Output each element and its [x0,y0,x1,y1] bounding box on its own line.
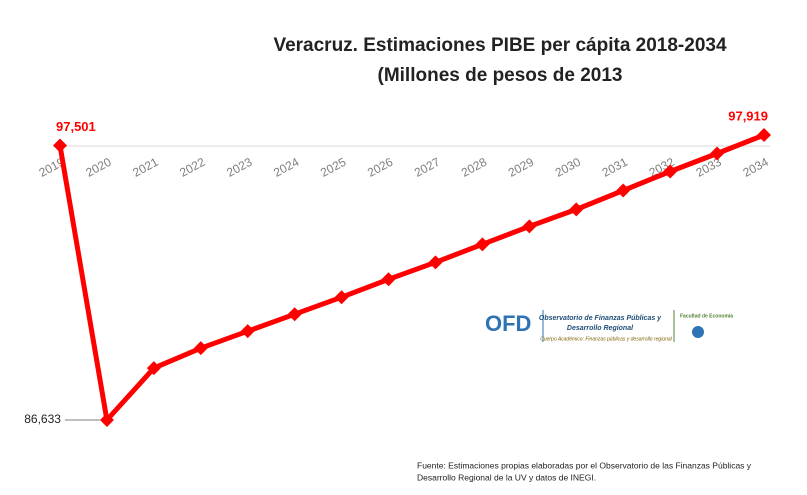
data-label: 86,633 [24,412,61,426]
x-tick-label: 2026 [365,155,395,180]
marker [616,183,631,198]
x-tick-label: 2031 [600,155,630,180]
x-tick-label: 2021 [130,155,160,180]
logo-icon [692,326,704,338]
x-tick-label: 2025 [318,155,348,180]
marker [663,164,678,179]
x-tick-label: 2020 [83,155,113,180]
marker [381,272,396,287]
chart-subtitle: (Millones de pesos de 2013 [378,65,623,86]
x-tick-label: 2027 [412,155,442,180]
marker [428,255,443,270]
marker [240,324,255,339]
marker [287,307,302,322]
x-tick-label: 2028 [459,155,489,180]
source-note: Desarrollo Regional de la UV y datos de … [417,472,596,482]
chart-title: Veracruz. Estimaciones PIBE per cápita 2… [273,35,727,56]
marker [99,413,114,427]
x-tick-label: 2022 [177,155,207,180]
marker [569,202,584,217]
x-tick-label: 2034 [741,155,771,180]
data-line [57,132,765,423]
source-note: Fuente: Estimaciones propias elaboradas … [417,460,752,470]
logo-group: Cuerpo Académico: Finanzas públicas y de… [540,336,672,342]
x-tick-label: 2029 [506,155,536,180]
logo: OFD Observatorio de Finanzas Públicas y … [485,310,733,342]
marker [522,219,537,234]
logo-name: Observatorio de Finanzas Públicas y [539,315,662,322]
logo-faculty: Facultad de Economía [680,313,733,319]
marker [710,146,725,161]
x-tick-label: 2023 [224,155,254,180]
x-tick-label: 2030 [553,155,583,180]
marker [53,138,67,153]
logo-name: Desarrollo Regional [567,325,634,332]
marker [757,128,771,142]
x-tick-label: 2024 [271,155,301,180]
marker [475,237,490,252]
data-label: 97,919 [728,108,768,123]
data-label: 97,501 [56,119,96,134]
marker [193,341,208,356]
marker [334,290,349,305]
marker [146,361,161,376]
logo-mark: OFD [485,311,531,336]
